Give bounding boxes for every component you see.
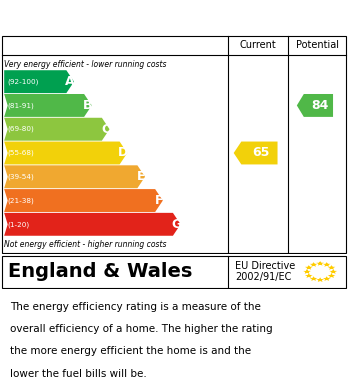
Polygon shape (4, 142, 127, 165)
Polygon shape (4, 165, 145, 188)
Text: 65: 65 (253, 147, 270, 160)
Polygon shape (328, 265, 335, 270)
Text: D: D (118, 147, 128, 160)
Text: 2002/91/EC: 2002/91/EC (235, 272, 291, 282)
Text: (1-20): (1-20) (7, 221, 29, 228)
Polygon shape (4, 189, 163, 212)
Text: The energy efficiency rating is a measure of the: The energy efficiency rating is a measur… (10, 301, 261, 312)
Text: (81-91): (81-91) (7, 102, 34, 109)
Text: E: E (137, 170, 145, 183)
Text: Current: Current (240, 40, 276, 50)
Text: (21-38): (21-38) (7, 197, 34, 204)
Text: the more energy efficient the home is and the: the more energy efficient the home is an… (10, 346, 251, 356)
Text: (39-54): (39-54) (7, 174, 34, 180)
Polygon shape (4, 94, 92, 117)
Text: G: G (172, 218, 182, 231)
Text: England & Wales: England & Wales (8, 262, 192, 281)
Text: Very energy efficient - lower running costs: Very energy efficient - lower running co… (4, 60, 167, 69)
Polygon shape (316, 277, 324, 282)
Polygon shape (323, 276, 331, 281)
Polygon shape (310, 262, 317, 267)
Text: (69-80): (69-80) (7, 126, 34, 133)
Polygon shape (4, 70, 74, 93)
Text: F: F (155, 194, 163, 207)
Text: B: B (83, 99, 93, 112)
Text: EU Directive: EU Directive (235, 262, 295, 271)
Text: C: C (101, 123, 110, 136)
Text: Potential: Potential (296, 40, 339, 50)
Text: 84: 84 (311, 99, 329, 112)
Polygon shape (234, 142, 278, 165)
Polygon shape (4, 118, 110, 141)
Polygon shape (328, 273, 335, 278)
Text: A: A (65, 75, 75, 88)
Polygon shape (330, 269, 337, 274)
Text: Energy Efficiency Rating: Energy Efficiency Rating (10, 9, 258, 27)
Polygon shape (323, 262, 331, 267)
Polygon shape (305, 265, 313, 270)
Polygon shape (316, 261, 324, 265)
Text: Not energy efficient - higher running costs: Not energy efficient - higher running co… (4, 240, 167, 249)
Polygon shape (303, 269, 311, 274)
Polygon shape (310, 276, 317, 281)
Text: (92-100): (92-100) (7, 79, 38, 85)
Text: (55-68): (55-68) (7, 150, 34, 156)
Polygon shape (4, 213, 181, 236)
Polygon shape (305, 273, 313, 278)
Polygon shape (297, 94, 333, 117)
Text: lower the fuel bills will be.: lower the fuel bills will be. (10, 369, 147, 378)
Text: overall efficiency of a home. The higher the rating: overall efficiency of a home. The higher… (10, 324, 272, 334)
